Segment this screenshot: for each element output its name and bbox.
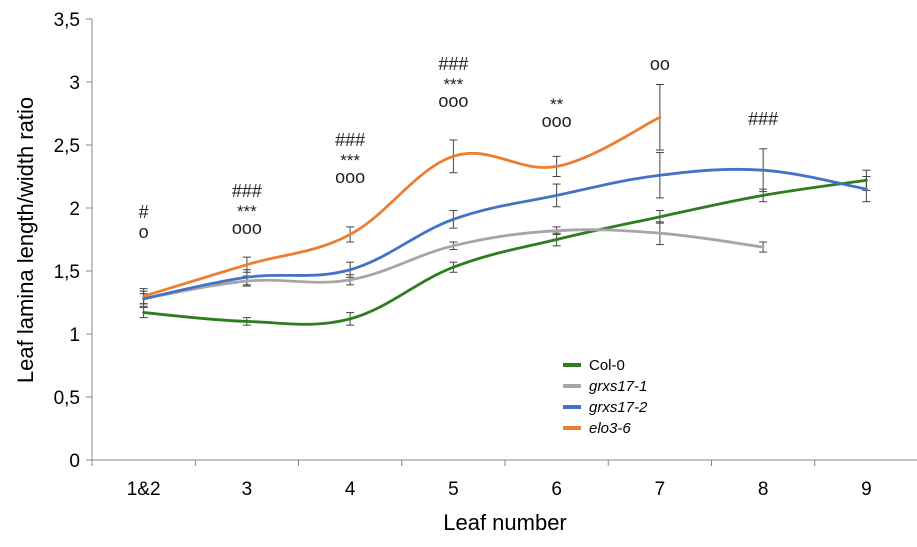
series-line-grxs17-1: [142, 228, 765, 301]
legend: Col-0 grxs17-1 grxs17-2 elo3-6: [563, 357, 648, 437]
series-line-Col-0: [142, 178, 868, 326]
significance-mark: ***: [237, 202, 257, 221]
legend-label: grxs17-2: [589, 399, 648, 416]
y-tick-label: 1: [69, 325, 80, 346]
x-tick-label: 6: [551, 479, 562, 500]
series-line-elo3-6: [142, 115, 662, 298]
significance-mark: ###: [748, 109, 778, 129]
y-tick-label: 3: [69, 73, 80, 94]
y-tick-label: 2,5: [54, 136, 80, 157]
significance-mark: oo: [650, 54, 670, 74]
x-tick-label: 9: [861, 479, 872, 500]
significance-mark: ***: [340, 151, 360, 170]
significance-mark: ooo: [232, 218, 262, 238]
significance-mark: ooo: [335, 167, 365, 187]
significance-mark: ooo: [438, 91, 468, 111]
significance-mark: ***: [443, 75, 463, 94]
x-tick-label: 5: [448, 479, 459, 500]
x-axis-title: Leaf number: [443, 510, 567, 535]
legend-label: grxs17-1: [589, 378, 647, 395]
significance-mark: ###: [232, 181, 262, 201]
x-tick-label: 8: [758, 479, 769, 500]
x-tick-label: 4: [345, 479, 356, 500]
y-tick-label: 0,5: [54, 388, 80, 409]
significance-mark: #: [139, 202, 149, 222]
x-tick-label: 7: [655, 479, 666, 500]
significance-mark: ###: [438, 54, 468, 74]
x-tick-label: 1&2: [127, 479, 161, 500]
y-tick-label: 2: [69, 199, 80, 220]
legend-label: elo3-6: [589, 420, 631, 437]
significance-mark: **: [550, 95, 564, 114]
y-axis-title: Leaf lamina length/width ratio: [13, 97, 38, 383]
series-line-grxs17-2: [142, 167, 868, 301]
series-lines: [142, 115, 868, 326]
axes: 0 0,5 1 1,5 2 2,5 3 3,5 1&2 3 4 5 6 7 8 9: [54, 10, 917, 500]
significance-mark: o: [139, 222, 149, 242]
legend-label: Col-0: [589, 357, 625, 374]
y-tick-label: 3,5: [54, 10, 80, 31]
x-tick-label: 3: [242, 479, 253, 500]
significance-mark: ###: [335, 130, 365, 150]
y-tick-label: 0: [69, 451, 80, 472]
y-tick-label: 1,5: [54, 262, 80, 283]
significance-mark: ooo: [542, 111, 572, 131]
